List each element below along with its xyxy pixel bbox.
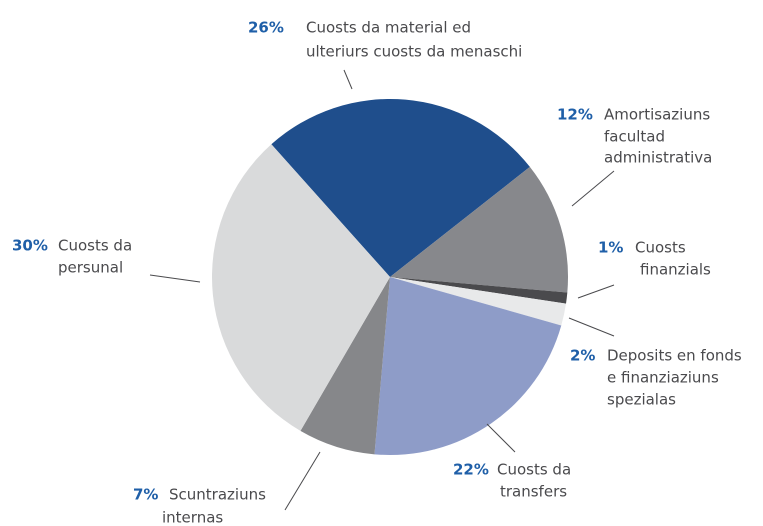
value-label: 22%	[453, 461, 489, 479]
category-label: Cuosts da	[497, 461, 571, 479]
pie-slice	[271, 98, 530, 277]
pie-slice	[390, 277, 566, 326]
leader-line	[343, 69, 353, 90]
value-label: 30%	[12, 237, 48, 255]
pie-slice	[390, 166, 568, 293]
category-label: transfers	[500, 483, 567, 501]
leader-line	[284, 451, 321, 511]
leader-line	[577, 284, 615, 299]
pie-slice	[374, 277, 562, 455]
category-label: Cuosts	[635, 239, 686, 257]
category-label: Cuosts da	[58, 237, 132, 255]
pie-slice	[211, 144, 390, 431]
category-label: finanzials	[640, 261, 711, 279]
pie-slice	[390, 277, 568, 304]
pie-slice	[300, 277, 390, 455]
value-label: 26%	[248, 19, 284, 37]
leader-line	[568, 317, 615, 337]
leader-line	[486, 423, 516, 453]
category-label: ulteriurs cuosts da menaschi	[306, 43, 522, 61]
leader-line	[571, 170, 615, 207]
value-label: 12%	[557, 106, 593, 124]
category-label: Deposits en fonds	[607, 347, 742, 365]
category-label: e finanziaziuns	[607, 369, 719, 387]
category-label: spezialas	[607, 391, 676, 409]
value-label: 7%	[133, 486, 158, 504]
leader-line	[149, 274, 201, 283]
value-label: 2%	[570, 347, 595, 365]
category-label: Amortisaziuns	[604, 106, 710, 124]
category-label: internas	[162, 509, 223, 526]
category-label: Scuntraziuns	[169, 486, 266, 504]
category-label: facultad	[604, 128, 665, 146]
value-label: 1%	[598, 239, 623, 257]
category-label: Cuosts da material ed	[306, 19, 471, 37]
category-label: administrativa	[604, 149, 712, 167]
category-label: persunal	[58, 259, 123, 277]
